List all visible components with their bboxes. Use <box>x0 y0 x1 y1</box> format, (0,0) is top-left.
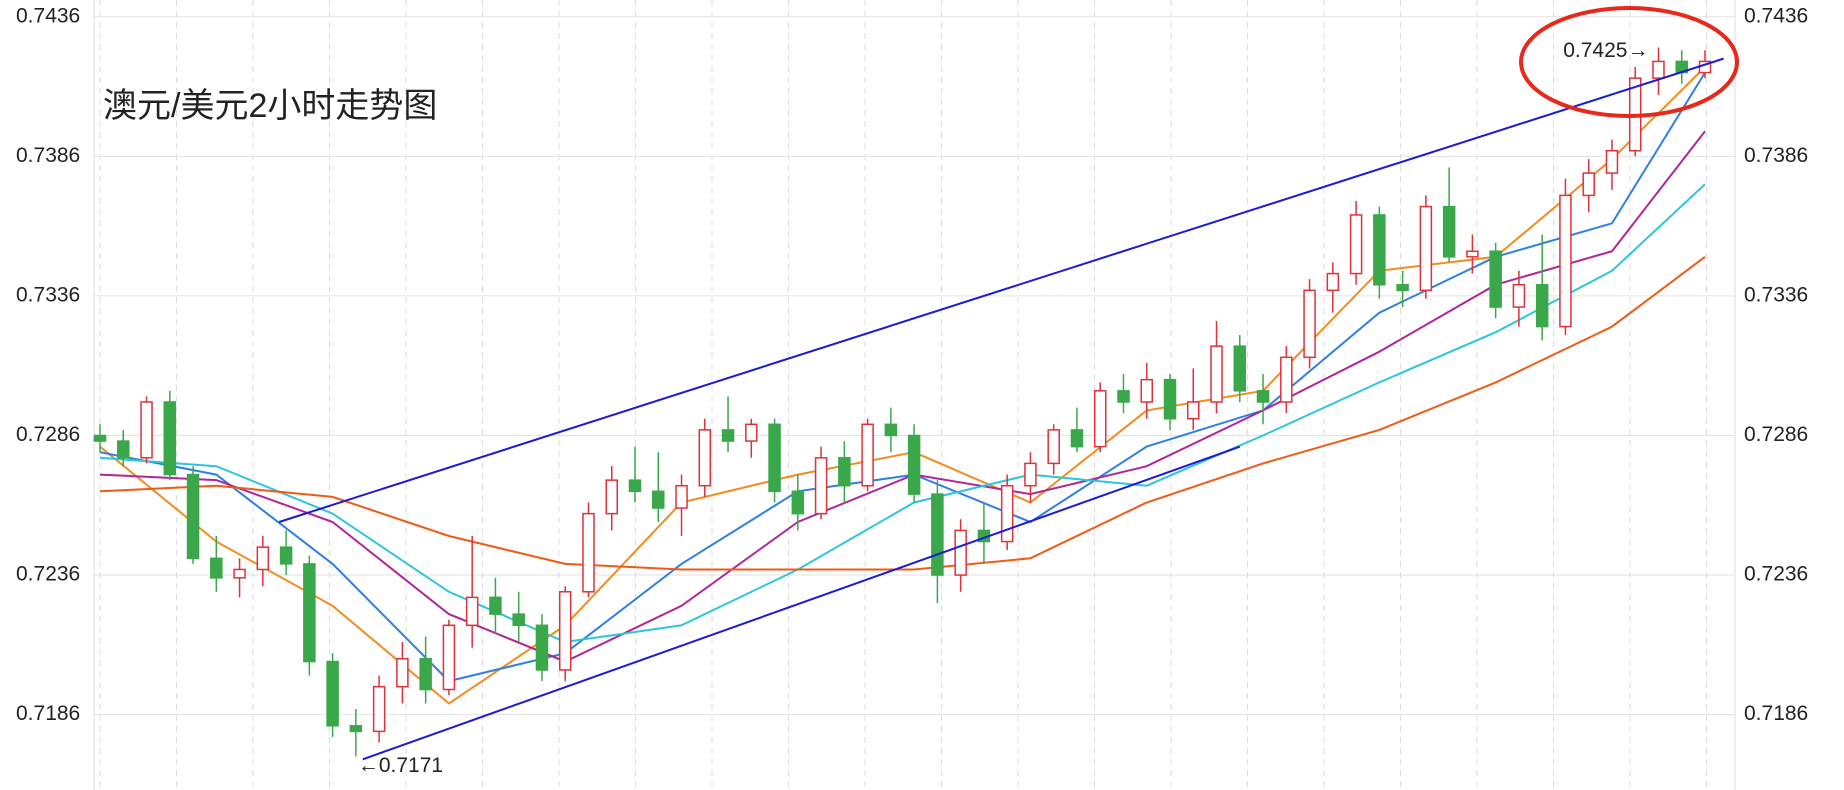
candle-body <box>1373 214 1386 286</box>
price-annotation: 0.7425→ <box>1563 39 1648 62</box>
candle-body <box>1582 172 1595 197</box>
candle-body <box>303 563 316 663</box>
candle-body <box>1396 283 1409 292</box>
candle-body <box>326 660 339 727</box>
candle-body <box>93 434 107 442</box>
candle-body <box>768 423 781 493</box>
candle-body <box>698 429 712 487</box>
candle-body <box>1466 250 1479 258</box>
candle-body <box>861 423 874 487</box>
candle-body <box>931 493 944 576</box>
candle-body <box>814 457 828 515</box>
candle-body <box>1256 390 1270 403</box>
candle-body <box>1303 289 1316 359</box>
candle-body <box>279 546 293 565</box>
candle-body <box>489 596 502 615</box>
candle-body <box>605 479 618 515</box>
candle-body <box>1187 401 1200 420</box>
candle-body <box>1442 205 1456 258</box>
candle-body <box>372 685 386 733</box>
candle-body <box>791 490 805 515</box>
candle-body <box>1349 214 1363 275</box>
candle-body <box>535 624 549 671</box>
price-annotation: ←0.7171 <box>358 754 443 777</box>
annotation-layer: 0.7186 0.7186 0.7236 0.7236 0.7286 0.7286 0.73… <box>16 4 1808 777</box>
trend-line <box>278 57 1724 523</box>
grid-layer <box>94 0 1735 790</box>
y-tick-label: 0.7186 <box>16 702 80 725</box>
candle-body <box>884 423 898 437</box>
ma-line <box>99 183 1706 644</box>
candle-body <box>558 591 572 671</box>
candle-body <box>233 568 246 579</box>
candle-body <box>465 596 479 627</box>
candle-body <box>256 546 270 571</box>
y-tick-label: 0.7336 <box>16 283 80 306</box>
candle-body <box>1233 345 1247 392</box>
candle-body <box>349 725 363 733</box>
y2-tick-label: 0.7386 <box>1744 144 1808 167</box>
y2-tick-label: 0.7236 <box>1744 563 1808 586</box>
y2-tick-label: 0.7436 <box>1744 4 1808 27</box>
candle-body <box>1140 378 1153 403</box>
candle-body <box>1489 250 1502 308</box>
candle-body <box>1326 272 1340 292</box>
candle-body <box>1512 283 1526 308</box>
candle-body <box>838 457 851 487</box>
candle-body <box>512 613 525 627</box>
y2-tick-label: 0.7186 <box>1744 702 1808 725</box>
candle-body <box>1047 429 1060 465</box>
y-tick-label: 0.7386 <box>16 144 80 167</box>
highlight-ellipse <box>1519 6 1739 118</box>
ma-line <box>99 256 1706 571</box>
candle-body <box>1605 149 1619 174</box>
candle-body <box>745 423 758 442</box>
candle-body <box>1000 484 1014 543</box>
candle-body <box>721 429 735 442</box>
candle-body <box>140 401 153 459</box>
candle-body <box>954 529 967 576</box>
candle-body <box>628 479 642 493</box>
candle-body <box>582 512 595 593</box>
candle-body <box>442 624 456 691</box>
y2-tick-label: 0.7286 <box>1744 423 1808 446</box>
chart-title: 澳元/美元2小时走势图 <box>103 87 437 125</box>
candle-body <box>1210 345 1223 403</box>
y-tick-label: 0.7236 <box>16 563 80 586</box>
candle-body <box>1535 283 1549 328</box>
y2-tick-label: 0.7336 <box>1744 283 1808 306</box>
candle-body <box>1280 356 1293 403</box>
candle-body <box>1093 390 1107 448</box>
candle-body <box>419 658 432 691</box>
candle-body <box>1652 60 1665 79</box>
candle-body <box>1559 194 1572 328</box>
candle-body <box>210 557 223 579</box>
candle-body <box>117 440 130 459</box>
candle-body <box>907 434 921 495</box>
candle-body <box>1070 429 1084 448</box>
candle-body <box>186 473 200 560</box>
candle-body <box>1117 390 1130 403</box>
candle-body <box>652 490 665 509</box>
candle-body <box>163 401 177 476</box>
candle-body <box>1419 205 1433 292</box>
y-tick-label: 0.7286 <box>16 423 80 446</box>
candle-body <box>675 484 688 509</box>
candle-body <box>1163 378 1177 420</box>
candle-body <box>1024 462 1037 487</box>
y-tick-label: 0.7436 <box>16 4 80 27</box>
trend-line <box>362 445 1241 761</box>
candle-layer <box>93 47 1712 757</box>
candle-body <box>396 658 409 688</box>
